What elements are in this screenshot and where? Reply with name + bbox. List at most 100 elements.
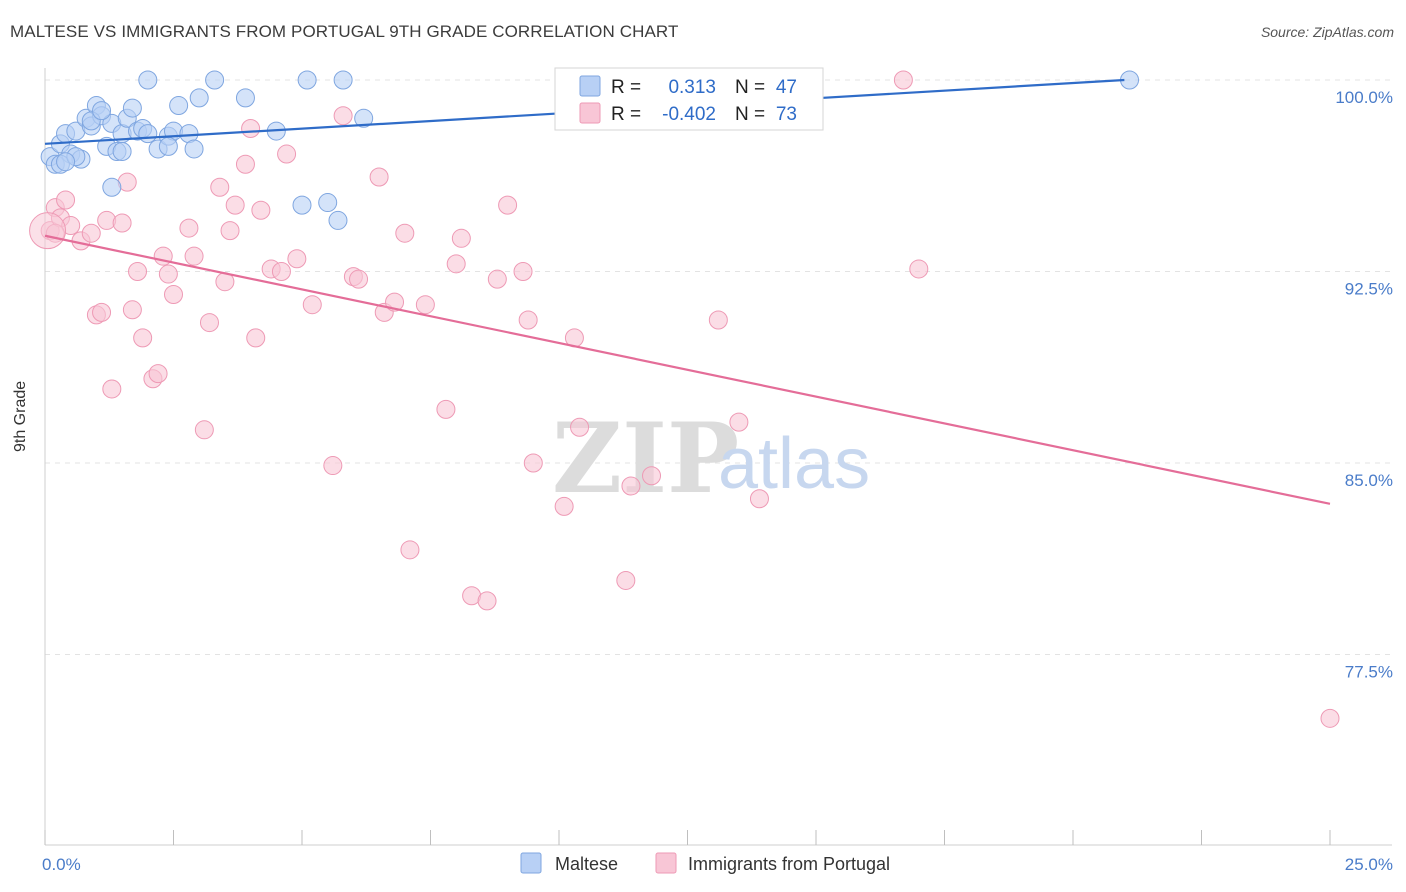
portugal-point: [225, 195, 245, 215]
maltese-n-value: 47: [776, 77, 797, 98]
maltese-point: [102, 177, 122, 197]
maltese-point: [112, 141, 132, 161]
portugal-point: [220, 221, 240, 241]
maltese-points: [40, 70, 1140, 230]
maltese-point: [138, 70, 158, 90]
maltese-point: [318, 193, 338, 213]
portugal-point: [271, 262, 291, 281]
maltese-point: [235, 88, 255, 108]
portugal-point: [333, 106, 353, 126]
legend-portugal-swatch: [655, 852, 677, 874]
portugal-point: [708, 310, 728, 330]
portugal-point: [246, 328, 266, 348]
maltese-point: [56, 152, 76, 172]
portugal-point: [642, 466, 662, 486]
portugal-point: [251, 200, 271, 220]
portugal-points: [29, 70, 1340, 728]
portugal-n-value: 73: [776, 104, 797, 125]
stats-box: R = 0.313 N = 47 R = -0.402 N = 73: [554, 67, 824, 131]
maltese-stat-swatch: [579, 75, 601, 97]
portugal-point: [184, 246, 204, 266]
portugal-point: [1320, 708, 1340, 728]
portugal-point: [199, 313, 219, 333]
portugal-point: [395, 223, 415, 243]
portugal-point: [749, 489, 769, 509]
portugal-point: [487, 269, 507, 289]
portugal-point: [909, 259, 929, 279]
legend-maltese-label: Maltese: [555, 854, 618, 874]
portugal-r-value: -0.402: [662, 104, 716, 125]
portugal-point: [122, 300, 142, 320]
maltese-point: [354, 108, 374, 128]
legend-maltese-swatch: [520, 852, 542, 874]
portugal-point: [451, 228, 471, 248]
x-tick-label-1: 25.0%: [1345, 855, 1393, 874]
watermark-atlas: atlas: [718, 424, 870, 504]
portugal-point: [194, 420, 214, 440]
portugal-point: [133, 328, 153, 348]
portugal-point: [621, 476, 641, 496]
portugal-point: [518, 310, 538, 330]
portugal-n-label: N =: [735, 104, 765, 125]
portugal-point: [415, 295, 435, 315]
portugal-point: [498, 195, 518, 215]
portugal-point: [513, 262, 533, 281]
maltese-point: [122, 98, 142, 118]
maltese-point: [292, 195, 312, 215]
portugal-point: [112, 213, 132, 233]
maltese-point: [92, 101, 112, 121]
portugal-stat-swatch: [579, 102, 601, 124]
portugal-point: [277, 144, 297, 164]
portugal-point: [81, 223, 101, 243]
source-attribution: Source: ZipAtlas.com: [1260, 24, 1394, 40]
y-tick-label-1: 92.5%: [1345, 280, 1393, 299]
portugal-point: [349, 269, 369, 289]
portugal-point: [729, 412, 749, 432]
portugal-point: [158, 264, 178, 284]
portugal-point: [554, 496, 574, 516]
portugal-point: [523, 453, 543, 473]
portugal-r-label: R =: [611, 104, 641, 125]
portugal-point: [210, 177, 230, 197]
tick-labels: 100.0% 92.5% 85.0% 77.5% 0.0% 25.0%: [42, 88, 1393, 874]
portugal-point: [148, 364, 168, 384]
portugal-point: [164, 284, 183, 304]
maltese-r-value: 0.313: [668, 77, 716, 98]
maltese-n-label: N =: [735, 77, 765, 98]
portugal-point: [56, 190, 76, 210]
portugal-point: [241, 119, 261, 139]
y-tick-label-0: 100.0%: [1335, 88, 1393, 107]
portugal-point: [102, 379, 122, 399]
maltese-point: [158, 136, 178, 156]
maltese-point: [169, 96, 189, 116]
portugal-point: [446, 254, 466, 274]
portugal-point: [92, 302, 112, 322]
maltese-point: [184, 139, 204, 159]
portugal-point: [235, 154, 255, 174]
axes: [44, 68, 1392, 846]
chart-title: MALTESE VS IMMIGRANTS FROM PORTUGAL 9TH …: [10, 22, 679, 41]
portugal-point: [128, 262, 148, 281]
portugal-point: [369, 167, 389, 187]
portugal-point: [400, 540, 420, 560]
portugal-point: [570, 417, 590, 437]
portugal-trend-line: [44, 234, 1331, 505]
portugal-point: [287, 249, 307, 269]
y-tick-label-2: 85.0%: [1345, 471, 1393, 490]
portugal-point: [893, 70, 913, 90]
maltese-point: [138, 124, 158, 144]
maltese-r-label: R =: [611, 77, 641, 98]
portugal-point: [477, 591, 497, 611]
portugal-point: [616, 570, 636, 590]
watermark: ZIP atlas: [552, 402, 870, 515]
maltese-point: [205, 70, 225, 90]
maltese-point: [189, 88, 209, 108]
maltese-point: [333, 70, 353, 90]
legend: Maltese Immigrants from Portugal: [520, 852, 890, 874]
x-tick-label-0: 0.0%: [42, 855, 81, 874]
y-tick-label-3: 77.5%: [1345, 663, 1393, 682]
portugal-point: [302, 295, 322, 315]
legend-portugal-label: Immigrants from Portugal: [688, 854, 890, 874]
portugal-point: [179, 218, 199, 238]
